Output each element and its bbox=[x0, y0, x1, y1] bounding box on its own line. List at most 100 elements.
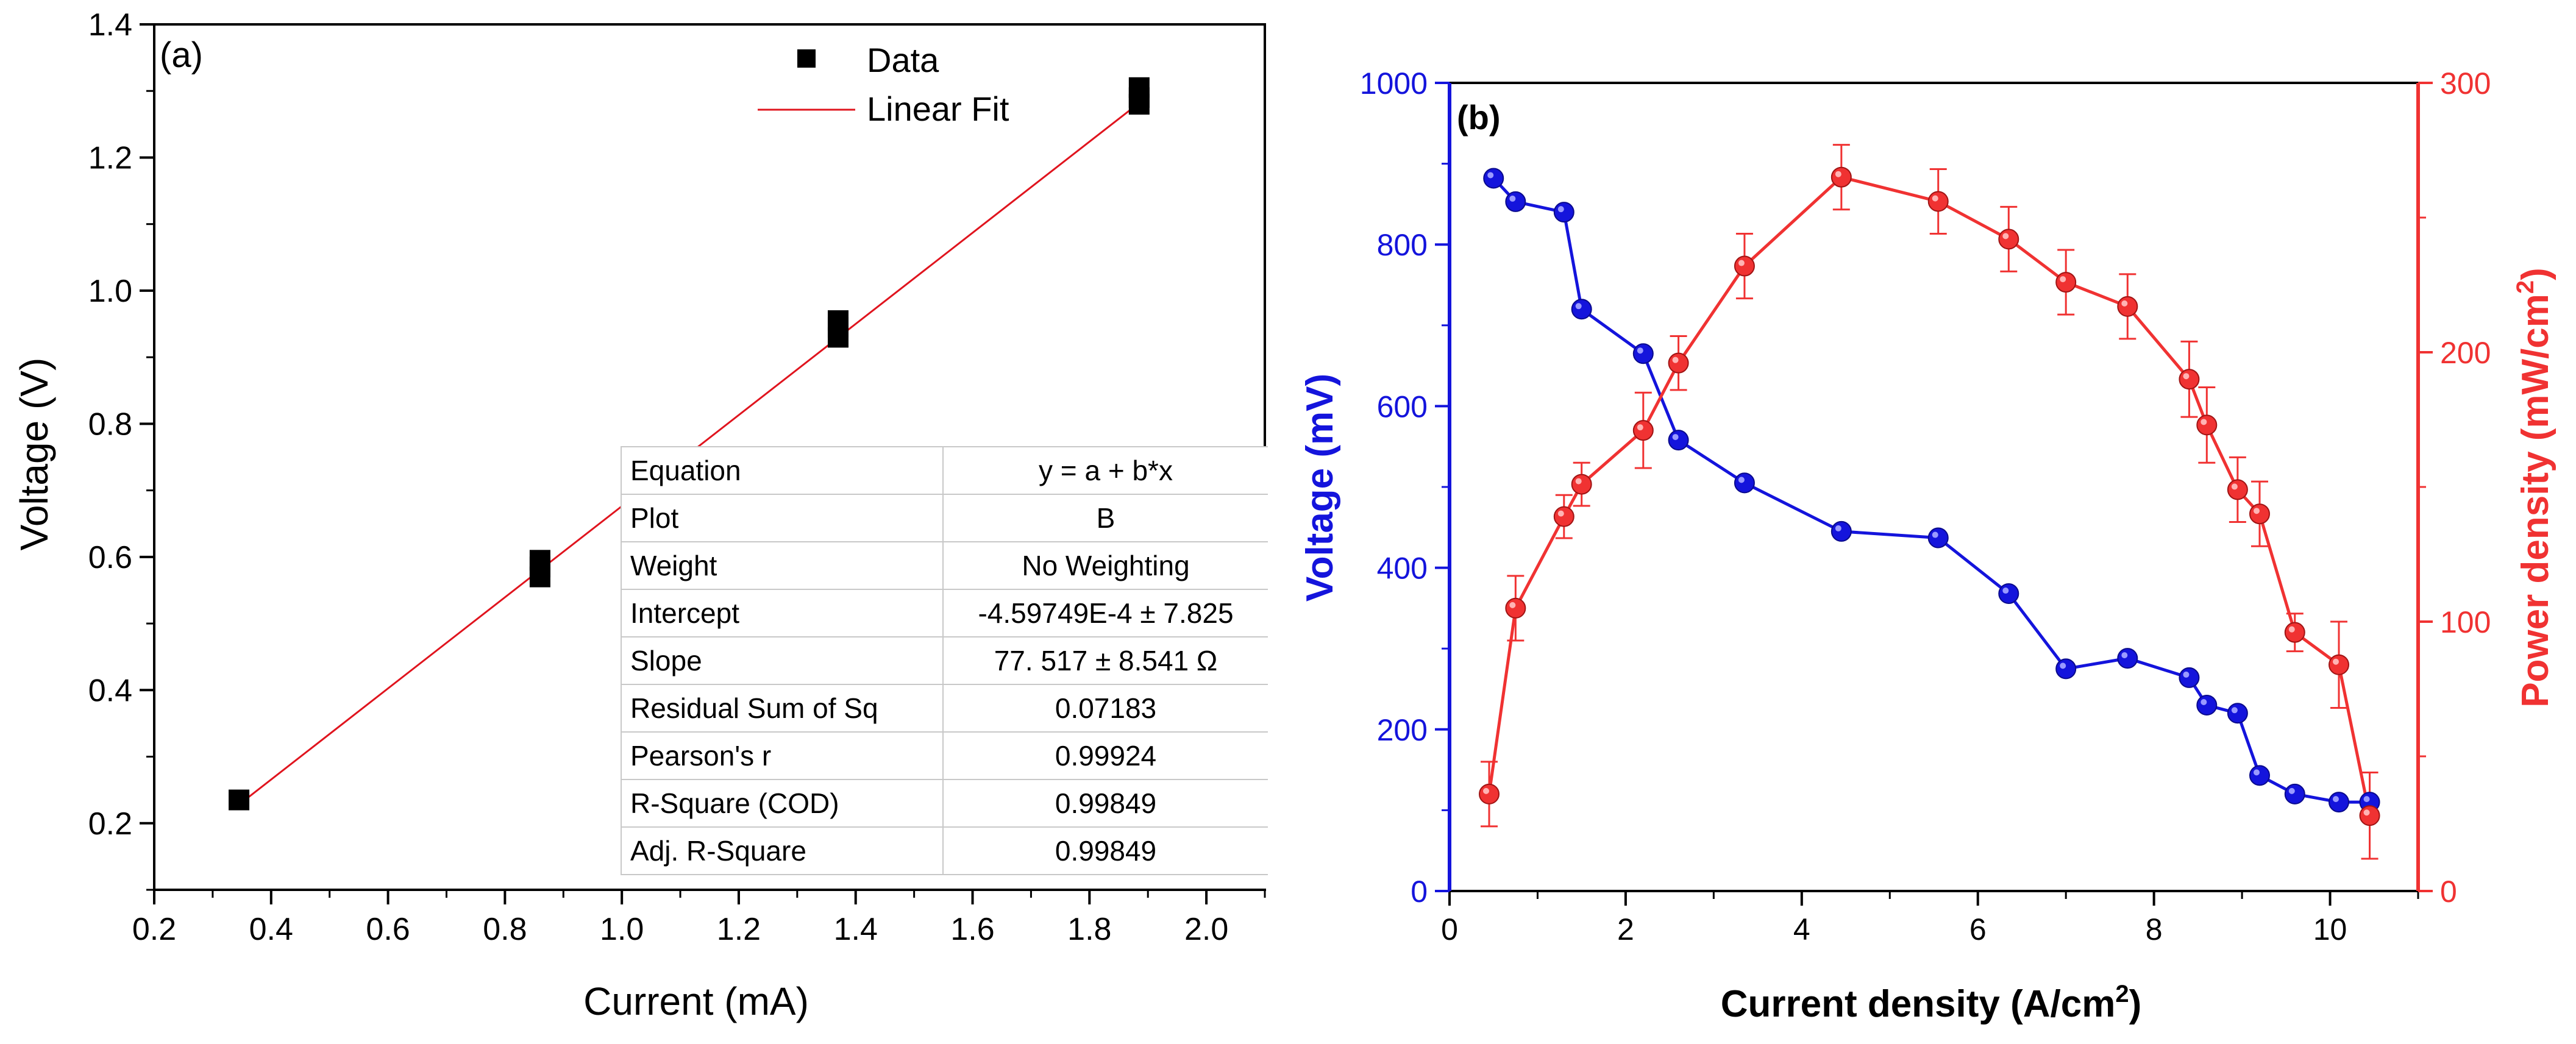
x-tick-label: 1.8 bbox=[1067, 912, 1111, 947]
panel-b-label: (b) bbox=[1457, 98, 1501, 137]
voltage-point bbox=[2179, 667, 2200, 688]
power-point-highlight bbox=[1509, 602, 1516, 608]
fit-table-key: Equation bbox=[621, 446, 944, 495]
power-point bbox=[2117, 296, 2138, 317]
fit-table-row: Weight No Weighting bbox=[621, 541, 1268, 590]
power-point bbox=[2328, 654, 2349, 675]
power-point bbox=[2227, 479, 2248, 500]
voltage-point bbox=[2249, 765, 2270, 786]
panel-a-y-axis-title: Voltage (V) bbox=[12, 358, 56, 551]
power-point-highlight bbox=[2121, 300, 2128, 307]
fit-table-key: Plot bbox=[621, 494, 944, 542]
fit-table-row: Residual Sum of Sq 0.07183 bbox=[621, 684, 1268, 733]
power-point bbox=[2179, 369, 2200, 390]
fit-table-key: Residual Sum of Sq bbox=[621, 684, 944, 733]
fit-table-value: 77. 517 ± 8.541 Ω bbox=[942, 636, 1268, 685]
left-y-tick-label: 1000 bbox=[1360, 66, 1428, 101]
power-point bbox=[1479, 783, 1500, 804]
power-point bbox=[1632, 420, 1654, 441]
data-point bbox=[827, 310, 849, 332]
legend-data-label: Data bbox=[867, 41, 939, 79]
fit-table-row: Adj. R-Square 0.99849 bbox=[621, 826, 1268, 875]
panel-a-legend: Data Linear Fit bbox=[758, 41, 1009, 128]
power-point bbox=[1571, 474, 1592, 495]
voltage-point-highlight bbox=[1835, 525, 1841, 531]
power-point bbox=[2249, 503, 2270, 525]
voltage-point-highlight bbox=[1557, 206, 1564, 213]
panel-b-x-axis-title: Current density (A/cm2) bbox=[1721, 981, 2142, 1025]
panel-a-label: (a) bbox=[160, 35, 203, 75]
data-point bbox=[529, 550, 550, 571]
data-point bbox=[229, 789, 250, 811]
y-tick-label: 1.4 bbox=[88, 7, 132, 43]
voltage-point bbox=[1734, 472, 1755, 494]
right-y-tick-label: 0 bbox=[2440, 875, 2457, 909]
voltage-point-highlight bbox=[1672, 434, 1679, 441]
power-point bbox=[2359, 805, 2380, 826]
power-point bbox=[1998, 229, 2019, 250]
x-tick-label: 0 bbox=[1441, 912, 1458, 946]
power-point-highlight bbox=[2060, 276, 2066, 283]
voltage-point bbox=[1927, 527, 1949, 549]
x-tick-label: 1.6 bbox=[950, 912, 994, 947]
x-tick-label: 0.6 bbox=[366, 912, 410, 947]
voltage-point bbox=[2117, 648, 2138, 669]
fit-table-value: -4.59749E-4 ± 7.825 bbox=[942, 589, 1268, 637]
power-point bbox=[2196, 414, 2218, 436]
voltage-point-highlight bbox=[1509, 195, 1516, 202]
legend-fit-label: Linear Fit bbox=[867, 90, 1009, 128]
power-point bbox=[2055, 272, 2077, 293]
left-y-tick-label: 0 bbox=[1411, 875, 1428, 909]
power-point-highlight bbox=[2363, 809, 2370, 816]
x-tick-label: 6 bbox=[1969, 912, 1987, 946]
voltage-point bbox=[1571, 299, 1592, 320]
power-point-highlight bbox=[1575, 478, 1582, 485]
voltage-point bbox=[2284, 783, 2305, 804]
y-tick-label: 1.0 bbox=[88, 274, 132, 309]
fit-table-value: No Weighting bbox=[942, 541, 1268, 590]
fit-table-value: y = a + b*x bbox=[942, 446, 1268, 495]
left-y-tick-label: 200 bbox=[1377, 713, 1428, 747]
x-tick-label: 2 bbox=[1617, 912, 1634, 946]
x-tick-label: 0.8 bbox=[483, 912, 527, 947]
left-y-tick-label: 600 bbox=[1377, 389, 1428, 424]
voltage-point bbox=[1831, 520, 1852, 542]
panel-a-ticks: 0.2 0.4 0.6 0.8 1.0 1.2 1.4 1.6 1.8 2.0 0.2 0.4 0.6 0… bbox=[88, 7, 1266, 947]
x-tick-label: 0.2 bbox=[132, 912, 176, 947]
x-tick-label: 1.2 bbox=[717, 912, 761, 947]
voltage-point-highlight bbox=[2288, 787, 2295, 794]
voltage-point-highlight bbox=[1738, 477, 1745, 483]
power-point-highlight bbox=[1738, 260, 1745, 266]
x-tick-label: 4 bbox=[1793, 912, 1810, 946]
power-point bbox=[1927, 191, 1949, 212]
power-point-highlight bbox=[1932, 195, 1938, 202]
power-point-highlight bbox=[1835, 171, 1841, 177]
voltage-point-highlight bbox=[2183, 671, 2190, 678]
y-tick-label: 0.6 bbox=[88, 540, 132, 575]
fit-table-key: Adj. R-Square bbox=[621, 826, 944, 875]
x-tick-label: 1.4 bbox=[834, 912, 878, 947]
fit-results-table: Equation y = a + b*x Plot B Weight No Weighti… bbox=[621, 446, 1268, 875]
voltage-points bbox=[1483, 168, 2380, 813]
fit-table-value: B bbox=[942, 494, 1268, 542]
fit-table-value: 0.07183 bbox=[942, 684, 1268, 733]
panel-a: 0.2 0.4 0.6 0.8 1.0 1.2 1.4 1.6 1.8 2.0 0.2 0.4 0.6 0… bbox=[12, 7, 1268, 1023]
power-point bbox=[1553, 506, 1574, 527]
y-tick-label: 0.4 bbox=[88, 673, 132, 708]
power-point-highlight bbox=[1637, 424, 1643, 431]
voltage-point-highlight bbox=[1487, 172, 1494, 179]
legend-data-marker bbox=[797, 49, 816, 68]
power-point-highlight bbox=[2253, 508, 2260, 514]
left-y-tick-label: 800 bbox=[1377, 228, 1428, 262]
panel-a-x-axis-title: Current (mA) bbox=[583, 979, 809, 1023]
fit-table-value: 0.99924 bbox=[942, 731, 1268, 780]
fit-table-key: Weight bbox=[621, 541, 944, 590]
voltage-point bbox=[1553, 202, 1574, 223]
right-y-tick-label: 200 bbox=[2440, 336, 2491, 370]
y-tick-label: 1.2 bbox=[88, 140, 132, 176]
power-point bbox=[1668, 352, 1689, 374]
power-point bbox=[2284, 622, 2305, 643]
fit-table-key: R-Square (COD) bbox=[621, 779, 944, 828]
